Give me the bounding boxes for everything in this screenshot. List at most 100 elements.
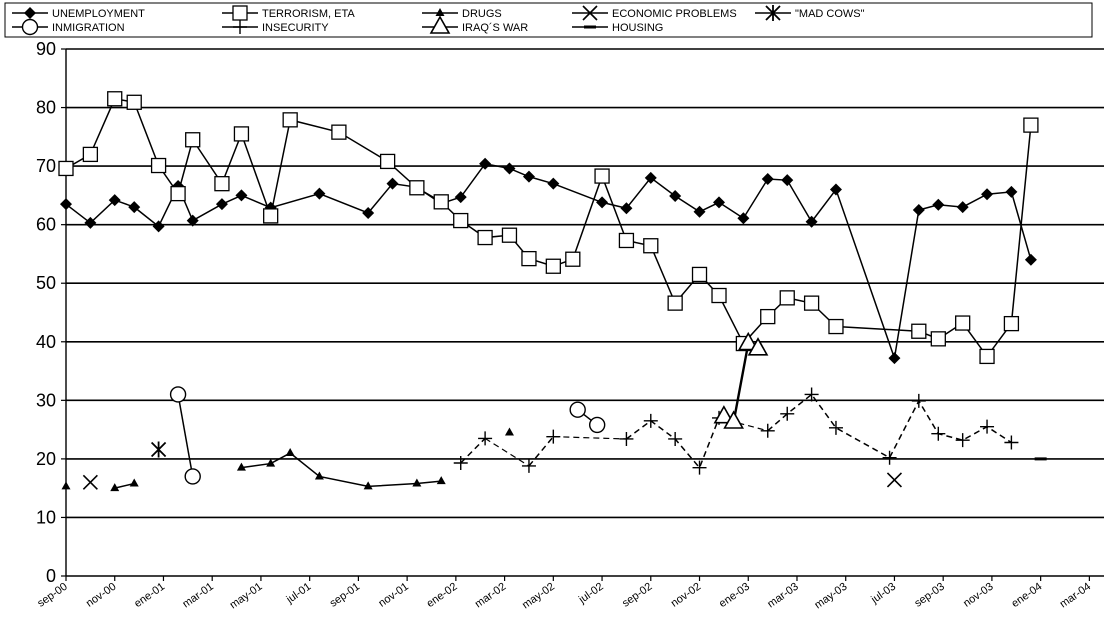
legend-item-economic-problems: ECONOMIC PROBLEMS (572, 5, 737, 21)
series (58, 91, 1047, 492)
series-line-terrorism-eta (65, 97, 1032, 358)
point-terrorism-eta (779, 290, 795, 306)
point-unemployment (781, 174, 794, 187)
legend-item-drugs: DRUGS (422, 8, 502, 20)
point-terrorism-eta (263, 208, 279, 224)
point-inmigration (588, 416, 606, 434)
point-terrorism-eta (1023, 117, 1039, 133)
point-drugs (266, 458, 276, 467)
point-unemployment (235, 189, 248, 202)
point-unemployment (1005, 185, 1018, 198)
point-terrorism-eta (331, 124, 347, 140)
legend-item-unemployment: UNEMPLOYMENT (12, 7, 145, 20)
x-tick-label-mar-02: mar-02 (473, 581, 508, 611)
y-tick-label-60: 60 (36, 215, 56, 235)
point-unemployment (108, 194, 121, 207)
x-tick-label-sep-02: sep-02 (620, 581, 654, 610)
point-unemployment (186, 214, 199, 227)
point-unemployment (620, 202, 633, 215)
point-unemployment (1024, 253, 1037, 266)
point-insecurity (546, 429, 561, 444)
y-tick-label-70: 70 (36, 156, 56, 176)
point-unemployment (737, 212, 750, 225)
point-terrorism-eta (126, 94, 142, 110)
point-iraq-s-war (713, 405, 735, 424)
point-terrorism-eta (545, 258, 561, 274)
point-insecurity (521, 458, 536, 473)
point-unemployment (669, 189, 682, 202)
legend-item-mad-cows: "MAD COWS" (755, 5, 865, 21)
point-terrorism-eta (214, 176, 230, 192)
point-terrorism-eta (82, 146, 99, 163)
series-inmigration (169, 386, 606, 485)
point-drugs (61, 481, 71, 490)
x-tick-label-may-01: may-01 (228, 581, 265, 612)
point-unemployment (644, 171, 657, 184)
point-insecurity (931, 426, 946, 441)
y-tick-label-40: 40 (36, 332, 56, 352)
point-terrorism-eta (565, 251, 581, 267)
point-terrorism-eta (233, 126, 250, 142)
y-tick-label-30: 30 (36, 390, 56, 410)
x-tick-label-nov-03: nov-03 (961, 581, 995, 610)
x-tick-label-jul-01: jul-01 (284, 581, 314, 607)
point-insecurity (804, 387, 819, 402)
point-drugs (129, 478, 139, 487)
legend-label-drugs: DRUGS (462, 8, 502, 20)
legend-item-iraq-s-war: IRAQ´S WAR (422, 15, 528, 34)
series-line-unemployment (65, 162, 1032, 359)
point-unemployment (362, 206, 375, 219)
point-unemployment (386, 177, 399, 190)
point-insecurity (1004, 435, 1019, 450)
series-line-drugs (241, 452, 442, 488)
legend-label-terrorism-eta: TERRORISM, ETA (262, 8, 355, 20)
x-tick-label-nov-01: nov-01 (376, 581, 410, 610)
legend-marker-economic-problems (582, 5, 598, 21)
point-terrorism-eta (185, 132, 201, 148)
point-insecurity (619, 431, 634, 446)
point-unemployment (547, 177, 560, 190)
point-terrorism-eta (711, 287, 727, 304)
legend: UNEMPLOYMENT TERRORISM, ETA DRUGS ECONOMIC … (4, 2, 1093, 38)
point-insecurity (955, 433, 970, 448)
point-economic-problems (82, 474, 98, 490)
point-terrorism-eta (828, 318, 844, 335)
point-unemployment (215, 198, 228, 211)
legend-label-unemployment: UNEMPLOYMENT (52, 8, 145, 20)
point-terrorism-eta (433, 194, 449, 210)
series-terrorism-eta (58, 91, 1039, 365)
point-unemployment (479, 157, 492, 170)
point-drugs (436, 476, 446, 485)
series-insecurity (453, 387, 1019, 475)
series-economic-problems (82, 472, 903, 490)
series-line-insecurity (767, 393, 1012, 459)
x-tick-label-sep-01: sep-01 (328, 581, 362, 610)
point-iraq-s-war (723, 410, 745, 429)
point-terrorism-eta (477, 229, 493, 246)
legend-marker-insecurity (233, 20, 247, 34)
y-tick-label-10: 10 (36, 507, 56, 527)
point-terrorism-eta (955, 315, 971, 331)
y-tick-label-80: 80 (36, 98, 56, 118)
point-terrorism-eta (691, 266, 708, 283)
legend-item-insecurity: INSECURITY (222, 20, 329, 34)
point-terrorism-eta (760, 308, 776, 325)
x-tick-label-jul-03: jul-03 (868, 581, 898, 607)
point-terrorism-eta (643, 238, 659, 254)
x-tick-label-mar-03: mar-03 (765, 581, 800, 611)
series-line-insecurity (528, 436, 554, 467)
point-economic-problems (886, 472, 903, 488)
point-drugs (236, 462, 246, 471)
x-tick-label-ene-01: ene-01 (132, 581, 167, 610)
y-tick-label-0: 0 (46, 566, 56, 586)
point-unemployment (912, 204, 925, 217)
point-terrorism-eta (594, 168, 610, 184)
point-inmigration (184, 468, 201, 485)
point-drugs (314, 471, 324, 480)
point-unemployment (805, 215, 818, 228)
legend-label-inmigration: INMIGRATION (52, 22, 125, 34)
legend-label-insecurity: INSECURITY (262, 22, 329, 34)
point-unemployment (128, 201, 141, 214)
